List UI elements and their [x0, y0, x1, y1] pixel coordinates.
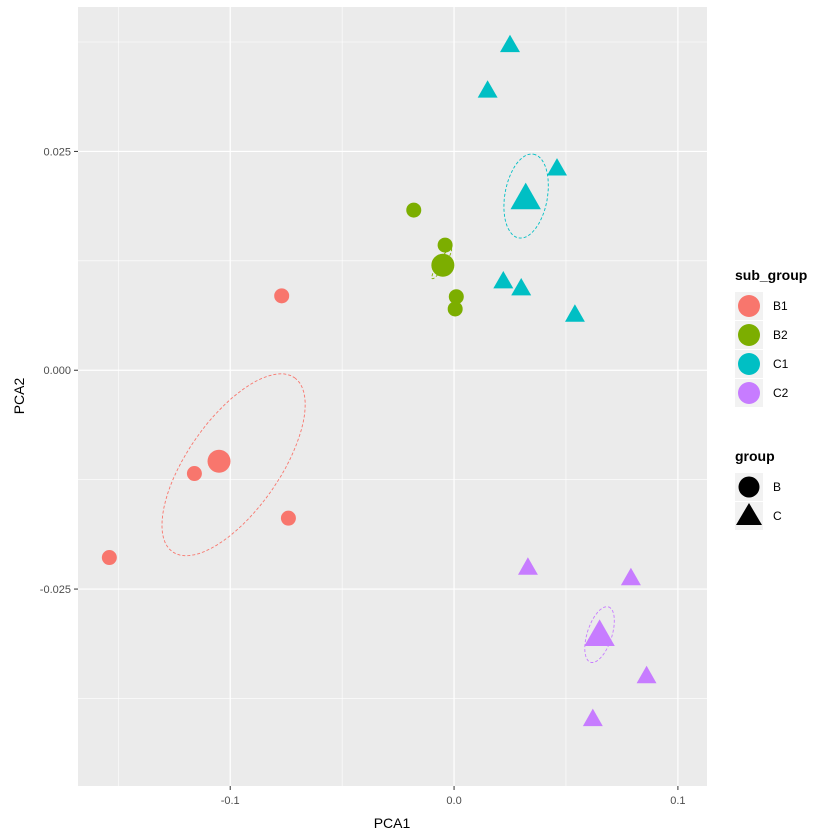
y-axis-title: PCA2	[11, 378, 27, 415]
point-c2	[518, 557, 538, 575]
legend-key-c1	[738, 353, 760, 375]
legend-label-b1: B1	[773, 299, 788, 313]
legend-label-b: B	[773, 480, 781, 494]
legend-group-title: group	[735, 448, 775, 464]
legend: sub_group group B1 B2 C1 C2 B C	[735, 267, 807, 530]
point-c2	[582, 708, 603, 727]
legend-label-c1: C1	[773, 357, 789, 371]
point-c2	[620, 567, 641, 586]
centroid-b1	[207, 449, 231, 473]
x-tick-label: 0.1	[670, 795, 685, 807]
point-b2	[406, 202, 422, 218]
centroid-c1	[510, 182, 541, 210]
x-tick-label: -0.1	[221, 795, 240, 807]
point-b2	[447, 301, 463, 317]
point-c1	[493, 271, 514, 289]
legend-sub-group-title: sub_group	[735, 267, 807, 283]
legend-key-circle	[738, 476, 760, 498]
legend-key-triangle	[736, 503, 762, 525]
axes: -0.1 0.0 0.1 -0.025 0.000 0.025	[40, 146, 686, 807]
legend-key-c2	[738, 382, 760, 404]
ellipse-b1	[161, 373, 306, 557]
point-b2	[448, 289, 464, 305]
point-b1	[101, 550, 117, 566]
y-tick-label: 0.000	[43, 365, 71, 377]
y-tick-label: 0.025	[43, 146, 71, 158]
panel-background	[78, 7, 707, 786]
ellipse-c1	[503, 153, 549, 239]
point-b1	[186, 466, 202, 482]
centroid-b2	[431, 253, 455, 277]
legend-key-b2	[738, 324, 760, 346]
centroid-c2	[584, 619, 615, 646]
x-tick-label: 0.0	[446, 795, 461, 807]
x-axis-title: PCA1	[374, 815, 411, 831]
legend-label-c: C	[773, 509, 782, 523]
data-points	[101, 34, 657, 727]
point-c1	[500, 34, 520, 53]
point-b1	[274, 288, 290, 304]
ellipse-c2	[584, 606, 615, 663]
legend-label-b2: B2	[773, 328, 788, 342]
legend-label-c2: C2	[773, 386, 789, 400]
point-c1	[565, 304, 585, 322]
grid-lines	[78, 7, 707, 786]
point-c1	[511, 278, 532, 296]
point-c2	[636, 665, 657, 684]
point-b1	[280, 510, 296, 526]
point-c1	[477, 80, 498, 98]
legend-key-b1	[738, 295, 760, 317]
point-c1	[547, 158, 567, 176]
point-b2	[437, 237, 453, 253]
y-tick-label: -0.025	[40, 584, 71, 596]
